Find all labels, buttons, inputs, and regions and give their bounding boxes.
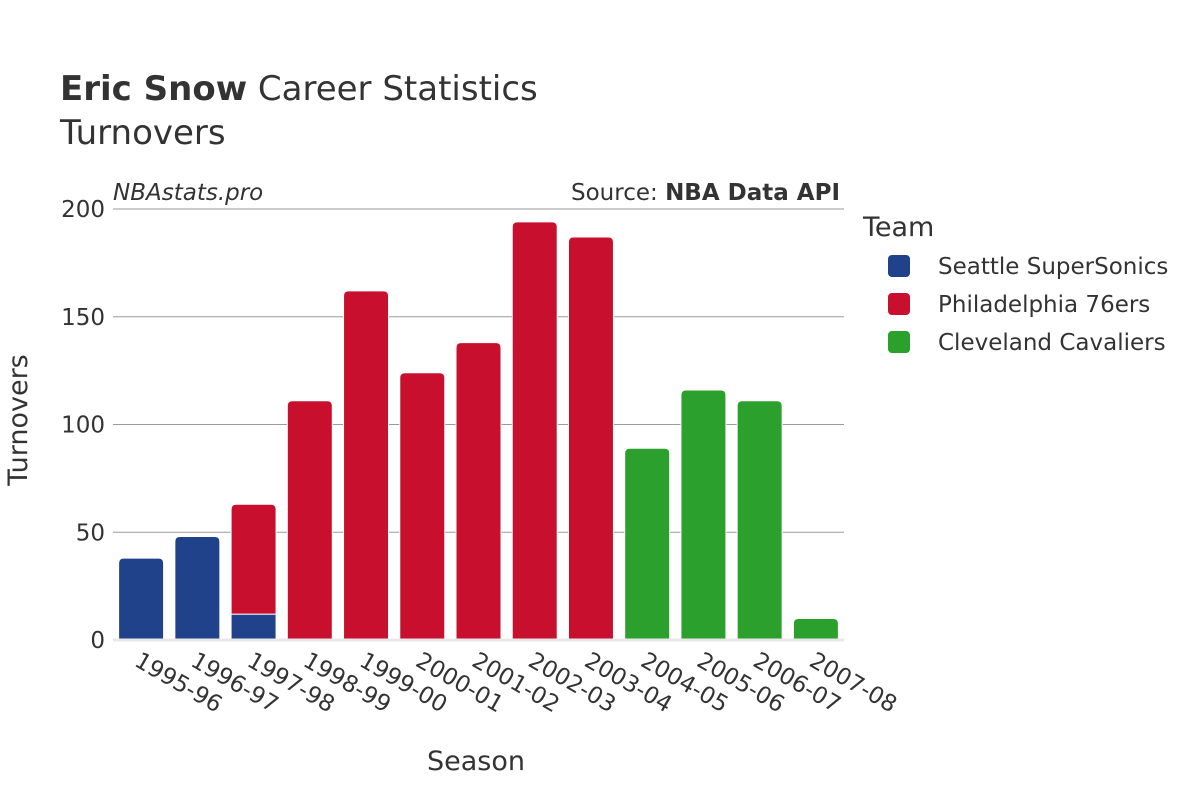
source-label: Source: — [571, 180, 665, 206]
bar-cleveland-cavaliers-2006-07[interactable] — [736, 400, 783, 641]
legend-swatch — [888, 293, 910, 315]
source-note: Source: NBA Data API — [571, 180, 840, 206]
legend-title: Team — [862, 212, 934, 243]
bar-philadelphia-76ers-1997-98[interactable] — [230, 503, 277, 615]
bar-philadelphia-76ers-1998-99[interactable] — [286, 400, 333, 641]
chart-subtitle: Turnovers — [59, 113, 226, 153]
watermark: NBAstats.pro — [113, 180, 263, 206]
x-axis-title: Season — [427, 746, 525, 777]
bar-philadelphia-76ers-2000-01[interactable] — [399, 372, 446, 641]
bar-philadelphia-76ers-2003-04[interactable] — [567, 236, 614, 641]
legend: Seattle SuperSonics Philadelphia 76ers Cle… — [888, 254, 1168, 356]
bar-philadelphia-76ers-2001-02[interactable] — [455, 342, 502, 641]
legend-item-cleveland-cavaliers[interactable]: Cleveland Cavaliers — [888, 330, 1166, 356]
legend-swatch — [888, 255, 910, 277]
bar-seattle-supersonics-1996-97[interactable] — [174, 536, 221, 641]
chart-title-rest: Career Statistics — [247, 69, 538, 109]
y-tick-labels: 0 50 100 150 200 — [61, 197, 105, 654]
bar-cleveland-cavaliers-2005-06[interactable] — [680, 389, 727, 641]
y-tick-label: 50 — [76, 520, 105, 546]
bar-cleveland-cavaliers-2004-05[interactable] — [624, 447, 671, 641]
bar-cleveland-cavaliers-2007-08[interactable] — [792, 617, 839, 641]
y-axis-title: Turnovers — [3, 354, 34, 487]
legend-label: Seattle SuperSonics — [938, 254, 1168, 280]
legend-item-seattle-supersonics[interactable]: Seattle SuperSonics — [888, 254, 1168, 280]
chart-title-bold: Eric Snow — [60, 69, 247, 109]
y-tick-label: 200 — [61, 197, 105, 223]
y-tick-label: 100 — [61, 413, 105, 439]
bar-philadelphia-76ers-2002-03[interactable] — [511, 221, 558, 641]
bars — [118, 221, 839, 641]
legend-swatch — [888, 331, 910, 353]
legend-item-philadelphia-76ers[interactable]: Philadelphia 76ers — [888, 292, 1150, 318]
bar-philadelphia-76ers-1999-00[interactable] — [343, 290, 390, 641]
legend-label: Philadelphia 76ers — [938, 292, 1150, 318]
source-value: NBA Data API — [665, 180, 840, 206]
bar-seattle-supersonics-1997-98[interactable] — [230, 613, 277, 641]
chart-title: Eric Snow Career Statistics — [60, 69, 538, 109]
y-tick-label: 0 — [90, 628, 105, 654]
y-tick-label: 150 — [61, 305, 105, 331]
legend-label: Cleveland Cavaliers — [938, 330, 1166, 356]
bar-seattle-supersonics-1995-96[interactable] — [118, 557, 165, 641]
x-tick-labels: 1995-961996-971997-981998-991999-002000-… — [130, 648, 901, 719]
